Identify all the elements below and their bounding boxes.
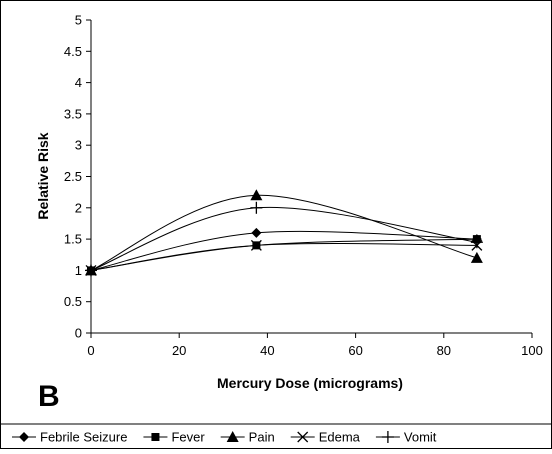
legend-label: Febrile Seizure: [40, 430, 127, 445]
data-point-plus: [85, 264, 97, 277]
legend-marker-square: [151, 433, 160, 441]
legend-marker-diamond: [19, 432, 29, 442]
y-tick-label: 0: [75, 326, 82, 341]
data-point-plus: [470, 236, 483, 249]
y-tick-label: 0.5: [64, 294, 82, 309]
x-tick-label: 100: [521, 343, 543, 358]
legend-item: Pain: [220, 430, 275, 445]
y-tick-label: 4.5: [64, 44, 82, 59]
y-tick-label: 2.5: [64, 169, 82, 184]
panel-label: B: [38, 380, 60, 413]
y-tick-label: 5: [75, 13, 82, 28]
y-tick-label: 3: [75, 138, 82, 153]
y-tick-label: 3.5: [64, 106, 82, 121]
y-tick-label: 1: [75, 263, 82, 278]
legend-item: Vomit: [375, 430, 437, 445]
legend-label: Pain: [249, 430, 275, 445]
legend-item: Edema: [290, 430, 361, 445]
legend-marker-triangle: [226, 431, 239, 442]
legend-marker-plus: [381, 431, 394, 443]
data-point-diamond: [251, 227, 262, 238]
y-tick-label: 1.5: [64, 232, 82, 247]
legend-label: Fever: [171, 430, 205, 445]
legend-label: Edema: [319, 430, 361, 445]
y-tick-label: 4: [75, 75, 82, 90]
x-tick-label: 60: [348, 343, 362, 358]
y-axis-title: Relative Risk: [35, 132, 51, 219]
legend-item: Febrile Seizure: [12, 430, 127, 445]
legend-label: Vomit: [404, 430, 437, 445]
x-axis-title: Mercury Dose (micrograms): [217, 375, 403, 391]
x-tick-label: 40: [260, 343, 274, 358]
data-point-x: [250, 239, 262, 251]
x-tick-label: 20: [172, 343, 186, 358]
data-point-triangle: [470, 251, 483, 263]
y-tick-label: 2: [75, 200, 82, 215]
legend-item: Fever: [143, 430, 205, 445]
legend-marker-x: [297, 431, 309, 443]
data-point-triangle: [250, 189, 263, 201]
x-tick-label: 80: [437, 343, 451, 358]
data-point-plus: [250, 201, 263, 214]
x-tick-label: 0: [87, 343, 94, 358]
